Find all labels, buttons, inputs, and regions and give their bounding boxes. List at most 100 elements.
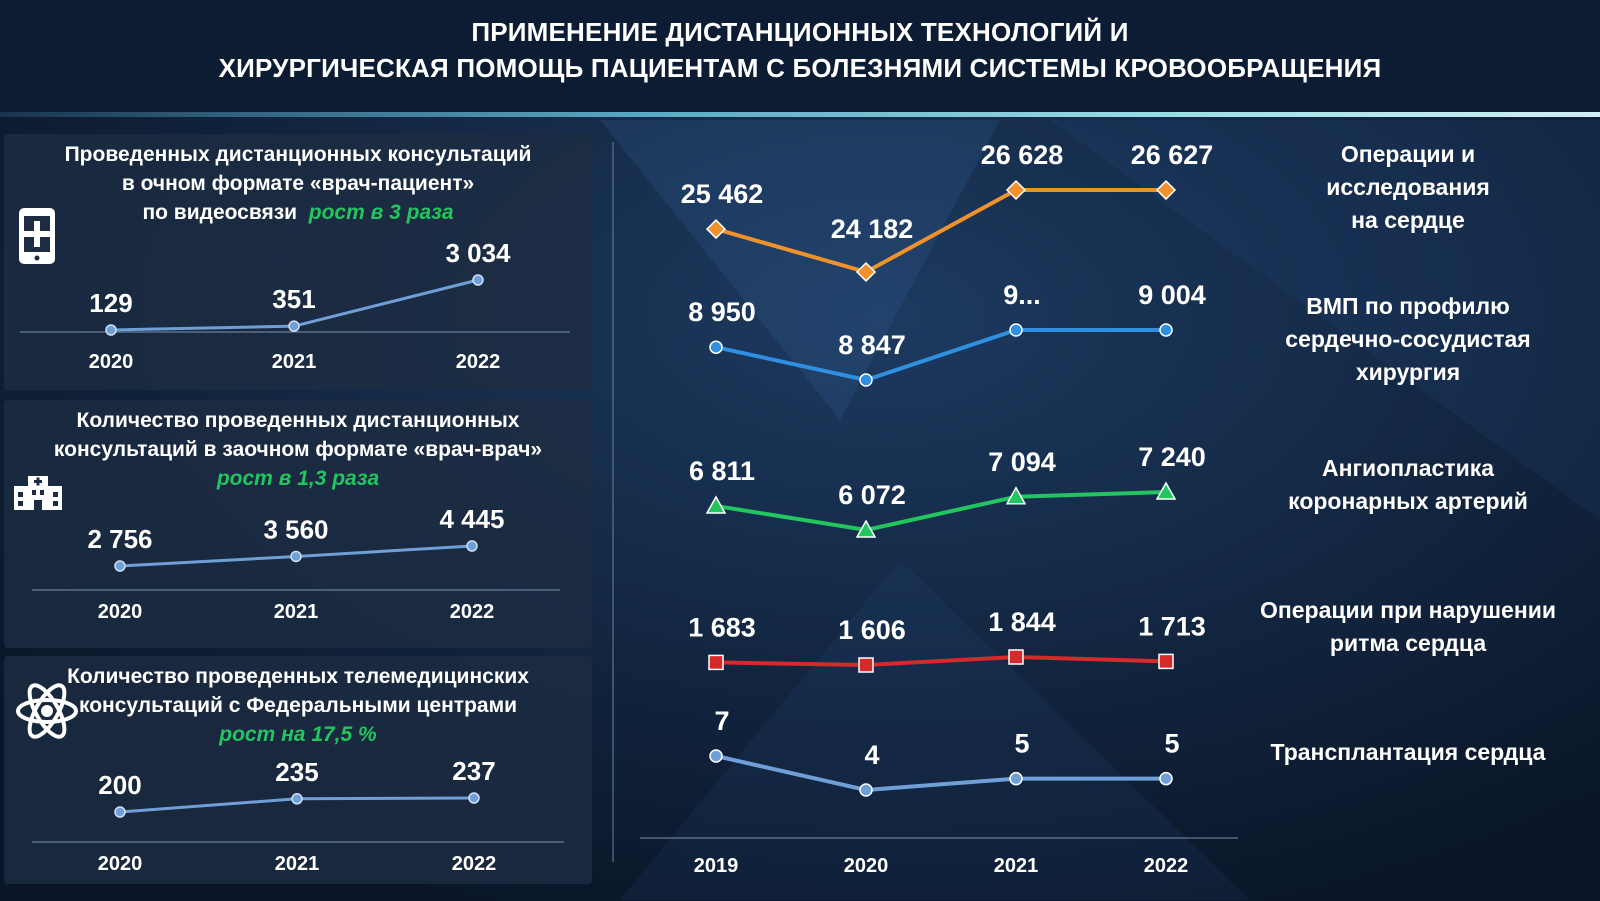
data-point [855,261,877,283]
data-point [1005,486,1027,505]
series-label-line: хирургия [1355,359,1461,385]
data-point [705,495,727,514]
series-label-line: Ангиопластика [1321,455,1495,481]
data-point [1008,649,1024,665]
x-tick-label: 2019 [694,855,739,877]
x-tick-label: 2021 [994,855,1039,877]
series-line [715,187,1167,275]
data-point [105,324,117,336]
panel-1-title-line-3: по видеосвязи [142,201,298,224]
data-label: 25 462 [681,179,764,209]
data-point [709,340,723,354]
series-label-line: ВМП по профилю [1306,293,1510,319]
series-label: Трансплантация сердца [1228,736,1588,769]
panel-2-title: Количество проведенных дистанционных кон… [4,406,592,493]
series-label-line: коронарных артерий [1288,488,1528,514]
series-line [715,490,1167,533]
panel-1-title-line-2: в очном формате «врач-пациент» [121,172,475,195]
x-tick-label: 2020 [89,351,134,373]
page-title: ПРИМЕНЕНИЕ ДИСТАНЦИОННЫХ ТЕХНОЛОГИЙ И ХИ… [0,14,1600,86]
x-tick-label: 2020 [844,855,889,877]
title-divider [0,112,1600,117]
data-label: 6 072 [838,480,906,510]
panel-3-title-line-1: Количество проведенных телемедицинских [67,665,529,688]
page-title-line-2: ХИРУРГИЧЕСКАЯ ПОМОЩЬ ПАЦИЕНТАМ С БОЛЕЗНЯ… [218,53,1382,83]
x-tick-label: 2022 [450,601,495,623]
data-point [291,793,303,805]
data-label: 5 [1014,729,1029,759]
panel-2-title-line-1: Количество проведенных дистанционных [76,409,520,432]
data-point [705,219,727,240]
data-label: 351 [272,284,315,314]
series-label: ВМП по профилю сердечно-сосудистая хирурги… [1228,290,1588,389]
data-label: 1 683 [688,612,756,642]
series-label-line: ритма сердца [1329,630,1487,656]
data-point [466,540,478,552]
data-label: 9... [1003,280,1041,310]
panel-doctor-consultations: Количество проведенных дистанционных кон… [4,400,592,648]
panel-video-consultations: Проведенных дистанционных консультаций в… [4,134,592,390]
data-label: 3 560 [263,514,328,544]
data-point [114,560,126,572]
series-label-line: на сердце [1351,207,1465,233]
data-point [708,654,724,671]
data-label: 7 094 [988,447,1056,477]
x-tick-label: 2022 [456,351,501,373]
data-point [290,550,302,563]
x-tick-label: 2020 [98,601,143,623]
page-title-line-1: ПРИМЕНЕНИЕ ДИСТАНЦИОННЫХ ТЕХНОЛОГИЙ И [471,17,1129,47]
atom-icon [16,683,78,739]
data-point [1009,323,1023,337]
data-label: 129 [89,288,132,318]
series-label-line: Операции при нарушении [1259,597,1557,623]
x-tick-label: 2020 [98,853,143,875]
panel-3-growth: рост на 17,5 % [219,723,377,746]
data-label: 1 844 [988,607,1056,637]
x-tick-label: 2021 [272,351,317,373]
panel-3-title: Количество проведенных телемедицинских к… [4,662,592,749]
data-point [858,657,874,673]
data-label: 3 034 [445,238,511,268]
data-point [1159,323,1173,337]
data-label: 200 [98,770,141,800]
series-label: Операции при нарушении ритма сердца [1228,594,1588,660]
data-point [1155,179,1177,201]
data-label: 4 [864,740,879,770]
series-label-line: сердечно-сосудистая [1285,326,1531,352]
x-tick-label: 2022 [1144,855,1189,877]
series-label: Ангиопластика коронарных артерий [1228,452,1588,518]
series-line [715,754,1166,793]
panel-2-growth: рост в 1,3 раза [216,467,380,490]
panel-2-chart: 2 756 2020 3 560 2021 4 445 2022 [32,504,560,623]
data-point [1158,653,1174,670]
phone-medical-icon [19,208,55,264]
data-point [472,274,484,286]
series-line [715,328,1166,383]
data-point [1159,771,1173,786]
data-label: 235 [275,757,318,787]
x-tick-label: 2022 [452,853,497,875]
data-label: 7 [714,706,729,736]
data-label: 8 950 [688,297,756,327]
x-tick-label: 2021 [274,601,319,623]
panel-1-chart: 129 2020 351 2021 3 034 2022 [20,238,570,373]
hospital-icon [14,476,62,510]
data-point [468,792,480,804]
series-label-line: Трансплантация сердца [1270,739,1546,765]
data-point [288,320,300,332]
data-label: 2 756 [87,524,152,554]
data-label: 9 004 [1138,280,1206,310]
data-label: 1 713 [1138,611,1206,641]
data-label: 26 628 [981,140,1064,170]
data-label: 4 445 [439,504,504,534]
data-label: 1 606 [838,615,906,645]
data-point [709,749,723,763]
data-point [855,519,877,538]
data-label: 5 [1164,729,1179,759]
panel-1-growth: рост в 3 раза [308,201,454,224]
data-label: 6 811 [689,456,755,486]
data-point [1005,179,1027,201]
data-point [114,806,126,818]
data-point [1009,771,1023,786]
series-label: Операции и исследования на сердце [1228,138,1588,237]
